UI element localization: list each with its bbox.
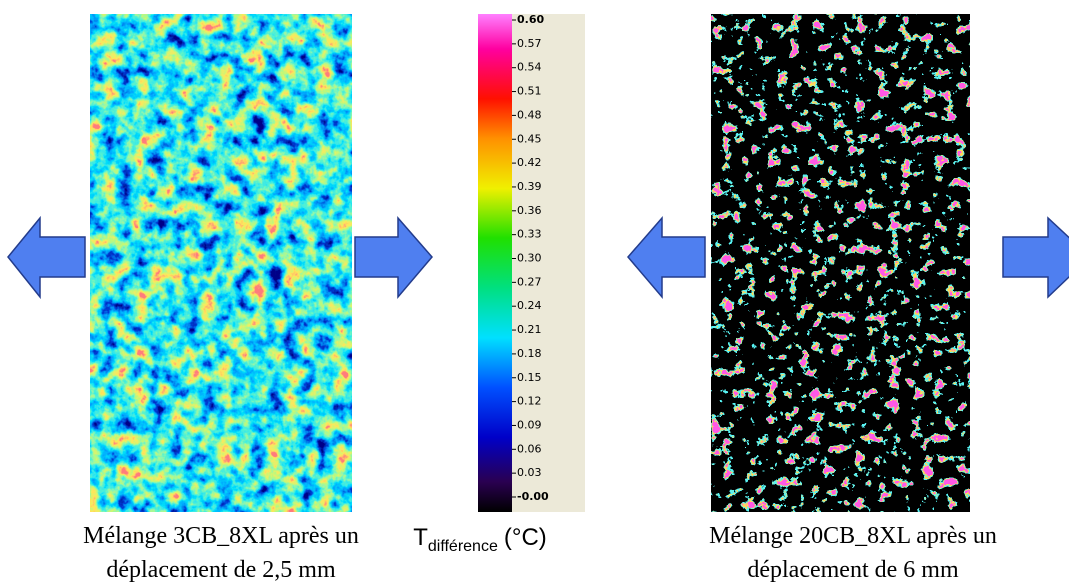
tick-label: 0.12 (517, 395, 542, 408)
label-unit: (°C) (504, 524, 547, 551)
label-subscript: différence (428, 538, 498, 555)
tick-label: 0.45 (517, 132, 542, 145)
colorbar-panel (512, 14, 585, 512)
caption: déplacement de 2,5 mm (106, 557, 336, 583)
colorbar (478, 14, 512, 512)
thermal-image-left (90, 14, 352, 512)
tick-label: 0.36 (517, 204, 542, 217)
arrow-left (7, 215, 86, 300)
tick-label: 0.09 (517, 418, 542, 431)
tick-label: 0.06 (517, 442, 542, 455)
tick-label: 0.57 (517, 37, 542, 50)
tick-label: 0.51 (517, 85, 542, 98)
arrow-right (1002, 216, 1069, 299)
tick-label: 0.42 (517, 156, 542, 169)
arrows (7, 215, 1069, 300)
tick-label: 0.24 (517, 299, 542, 312)
colorbar-label: Tdifférence (°C) (413, 524, 547, 555)
tick-label: 0.18 (517, 347, 542, 360)
tick-label: 0.21 (517, 323, 542, 336)
thermal-image-right (711, 14, 970, 512)
arrow-right (354, 215, 433, 300)
caption: déplacement de 6 mm (747, 557, 959, 583)
tick-label: -0.00 (517, 490, 549, 503)
tick-label: 0.27 (517, 275, 542, 288)
tick-label: 0.15 (517, 371, 542, 384)
colorbar-ticks: 0.60 0.57 0.54 0.51 0.48 0.45 0.42 0.39 0.36 0.33… (512, 13, 549, 503)
label-main: T (413, 524, 428, 551)
tick-label: 0.60 (517, 13, 544, 26)
tick-label: 0.03 (517, 466, 542, 479)
tick-label: 0.48 (517, 108, 542, 121)
arrow-left (627, 215, 706, 300)
caption: Mélange 3CB_8XL après un (83, 523, 359, 549)
tick-label: 0.30 (517, 252, 542, 265)
tick-label: 0.54 (517, 61, 542, 74)
tick-label: 0.39 (517, 180, 542, 193)
tick-label: 0.33 (517, 228, 542, 241)
caption: Mélange 20CB_8XL après un (709, 523, 997, 549)
